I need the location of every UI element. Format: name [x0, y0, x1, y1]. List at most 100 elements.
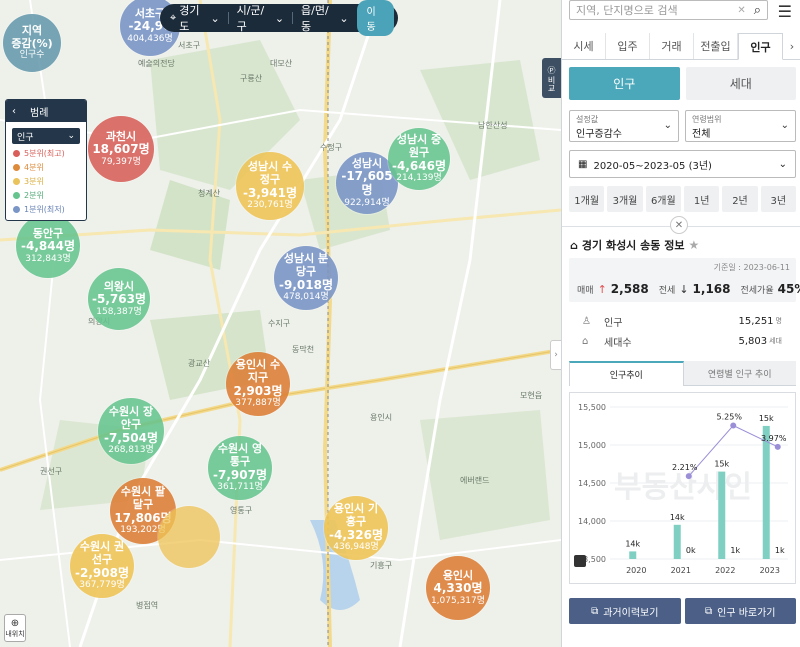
history-button[interactable]: ⧉ 과거이력보기	[569, 598, 681, 624]
legend-panel: ‹ 범례 인구 ⌄ 5분위(최고) 4분위 3분위 2분위 1분위(최저)	[5, 99, 87, 221]
chevron-left-icon[interactable]: ‹	[12, 105, 16, 117]
chevron-right-icon[interactable]: ›	[789, 39, 795, 53]
region-bubble[interactable]: 성남시 수정구 -3,941명 230,761명	[236, 152, 304, 220]
legend-dot	[13, 150, 20, 157]
age-range-value: 전체	[692, 129, 711, 140]
chart-bar-label: 15k	[759, 414, 774, 423]
chart-x-tick-label: 2021	[671, 566, 691, 575]
legend-header: ‹ 범례	[6, 100, 86, 122]
town-select[interactable]: 읍/면/동 ⌄	[301, 2, 348, 34]
date-range-select[interactable]: ▦ 2020-05~2023-05 (3년) ⌄	[569, 150, 796, 178]
region-bubble[interactable]: 성남시 분당구 -9,018명 478,014명	[274, 246, 338, 310]
region-bubble[interactable]: 동안구 -4,844명 312,843명	[16, 214, 80, 278]
period-button-2y[interactable]: 2년	[722, 186, 758, 212]
star-icon[interactable]: ★	[688, 238, 700, 252]
map-label: 기흥구	[370, 561, 393, 570]
legend-dot	[13, 192, 20, 199]
menu-icon[interactable]: ☰	[777, 2, 792, 21]
bubble-pop: 436,948명	[333, 542, 379, 553]
panel-collapse-handle[interactable]: ›	[550, 340, 561, 370]
bubble-change: -2,908명	[75, 565, 129, 580]
goto-population-button[interactable]: ⧉ 인구 바로가기	[684, 598, 796, 624]
home-icon: ⌂	[570, 238, 578, 252]
chart-bar-label: 1k	[730, 546, 740, 555]
chart-point	[730, 422, 737, 429]
chart-point	[685, 473, 692, 480]
bubble-name: 용인시 수지구	[235, 358, 281, 384]
region-bubble[interactable]: 용인시 기흥구 -4,326명 436,948명	[324, 496, 388, 560]
region-bubble[interactable]: 의왕시 -5,763명 158,387명	[88, 268, 150, 330]
region-selector-bar: ⌖ 경기도 ⌄ 시/군/구 ⌄ 읍/면/동 ⌄ 이동	[160, 0, 398, 36]
chart-tabs: 인구추이 연령별 인구 추이	[569, 361, 796, 386]
chevron-down-icon: ⌄	[339, 11, 349, 25]
region-bubble[interactable]: 지역 증감(%) 인구수	[3, 14, 61, 72]
bubble-pop: 361,711명	[217, 482, 263, 493]
bubble-pop: 193,202명	[120, 525, 166, 536]
legend-metric-select[interactable]: 인구 ⌄	[12, 128, 80, 144]
region-bubble[interactable]: 성남시 -17,605명 922,914명	[336, 152, 398, 214]
province-select[interactable]: 경기도 ⌄	[179, 2, 219, 34]
city-select[interactable]: 시/군/구 ⌄	[237, 2, 284, 34]
map-label: 수정구	[320, 143, 343, 152]
region-bubble[interactable]: 성남시 중원구 -4,646명 214,139명	[388, 128, 450, 190]
population-label: 인구	[604, 317, 623, 329]
tab-move-in[interactable]: 입주	[606, 33, 650, 59]
tab-population-trend[interactable]: 인구추이	[569, 361, 684, 386]
chart-point	[774, 443, 781, 450]
region-bubble[interactable]: 수원시 영통구 -7,907명 361,711명	[208, 436, 272, 500]
period-button-6m[interactable]: 6개월	[645, 186, 681, 212]
region-bubble-unlabeled[interactable]	[158, 506, 220, 568]
map-label: 구룡산	[240, 74, 263, 83]
map-label: 에버랜드	[460, 476, 490, 485]
period-button-3m[interactable]: 3개월	[607, 186, 643, 212]
households-row: ⌂ 세대수 5,803 세대	[582, 332, 782, 350]
region-bubble[interactable]: 수원시 장안구 -7,504명 268,813명	[98, 398, 164, 464]
map-label: 서초구	[178, 41, 201, 50]
house-icon: ⌂	[582, 335, 589, 347]
period-button-1y[interactable]: 1년	[683, 186, 720, 212]
setting-select[interactable]: 설정값 인구증감수 ⌄	[569, 110, 679, 142]
age-range-select[interactable]: 연령범위 전체 ⌄	[685, 110, 796, 142]
households-value: 5,803	[738, 335, 768, 347]
compare-badge[interactable]: Ⓟ 비교	[542, 58, 561, 98]
tab-deals[interactable]: 거래	[650, 33, 694, 59]
bubble-change: -7,907명	[213, 467, 267, 482]
bubble-pop: 404,436명	[127, 34, 173, 45]
legend-item-label: 2분위	[24, 191, 44, 200]
legend-metric-label: 인구	[17, 132, 34, 143]
map-area[interactable]: 서초구 예술의전당 구룡산 대모산 수정구 남한산성 청계산 의왕시 광교산 동…	[0, 0, 561, 647]
chart-y-tick-label: 15,500	[578, 403, 606, 412]
population-toggle-button[interactable]: 인구	[569, 67, 680, 100]
tab-population[interactable]: 인구	[738, 33, 783, 60]
region-bubble[interactable]: 용인시 수지구 2,903명 377,887명	[226, 352, 290, 416]
household-toggle-button[interactable]: 세대	[685, 67, 796, 100]
compare-icon: Ⓟ	[547, 65, 556, 75]
chart-point-label: 2.21%	[672, 463, 698, 472]
go-button[interactable]: 이동	[356, 0, 395, 36]
tab-age-population-trend[interactable]: 연령별 인구 추이	[683, 361, 796, 386]
region-bubble[interactable]: 용인시 4,330명 1,075,317명	[426, 556, 490, 620]
close-icon[interactable]: ✕	[670, 216, 688, 234]
period-button-1m[interactable]: 1개월	[569, 186, 605, 212]
bubble-pop: 367,779명	[79, 580, 125, 591]
search-input[interactable]: 지역, 단지명으로 검색 ✕ ⌕	[569, 0, 768, 20]
chart-x-tick-label: 2020	[626, 566, 646, 575]
population-household-toggle: 인구 세대	[569, 67, 796, 100]
region-bubble[interactable]: 수원시 권선구 -2,908명 367,779명	[70, 534, 134, 598]
map-label: 광교산	[188, 359, 211, 368]
period-button-3y[interactable]: 3년	[760, 186, 796, 212]
search-icon[interactable]: ⌕	[753, 2, 761, 18]
chart-bar-label: 14k	[625, 539, 640, 548]
map-label: 모현읍	[520, 391, 543, 400]
region-bubble[interactable]: 과천시 18,607명 79,397명	[88, 116, 154, 182]
town-label: 읍/면/동	[301, 4, 329, 33]
my-location-button[interactable]: ⊕ 내위치	[4, 614, 26, 642]
bubble-name: 성남시 수정구	[247, 160, 293, 186]
bubble-name: 성남시	[351, 156, 383, 170]
map-label: 예술의전당	[138, 59, 175, 68]
clear-icon[interactable]: ✕	[737, 4, 746, 16]
bubble-pop: 214,139명	[396, 173, 442, 184]
tab-market[interactable]: 시세	[562, 33, 606, 59]
tab-migration[interactable]: 전출입	[694, 33, 738, 59]
bubble-pop: 1,075,317명	[430, 596, 486, 607]
